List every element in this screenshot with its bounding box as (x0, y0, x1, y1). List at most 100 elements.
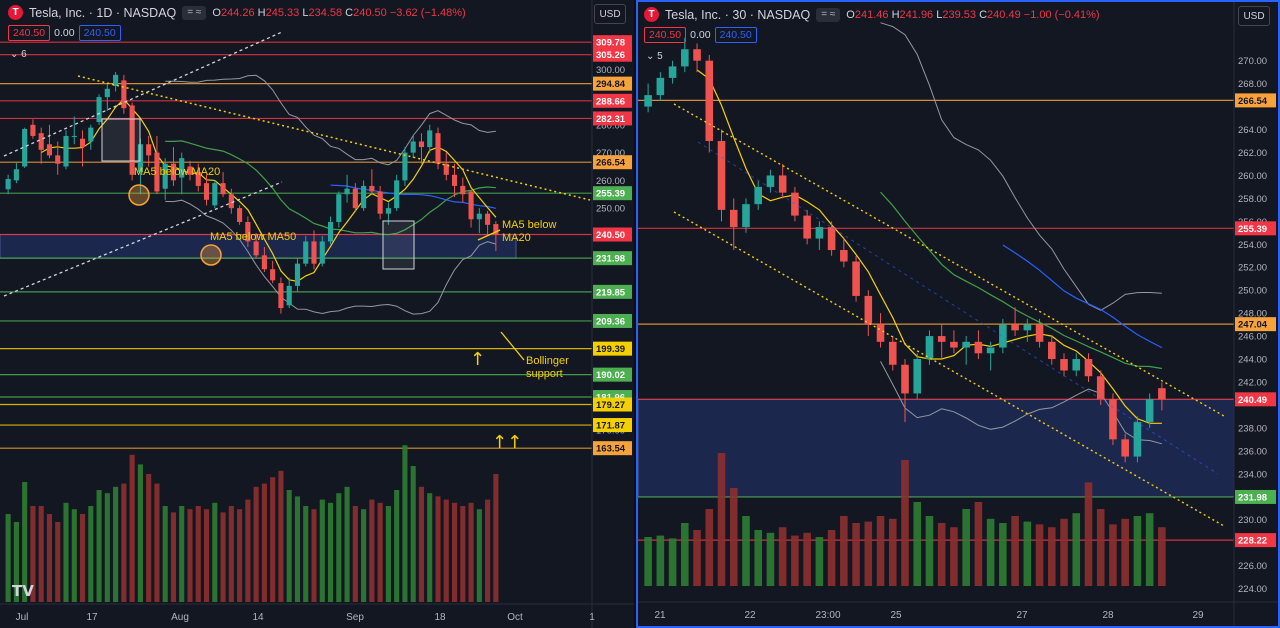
intraday-chart-pane[interactable]: 270.00268.00264.00262.00260.00258.00256.… (636, 0, 1280, 628)
volume-bar (237, 509, 243, 602)
left-ask[interactable]: 240.50 (78, 25, 121, 41)
level-badge (593, 93, 632, 108)
price-tick-label: 238.00 (1238, 423, 1267, 434)
candle-body (815, 227, 824, 239)
annotation-arrow-2 (500, 331, 525, 361)
price-tick-label: 280.00 (596, 120, 625, 131)
candle-body (344, 188, 350, 195)
candle-body (121, 80, 127, 109)
volume-bar (693, 530, 701, 586)
volume-bar (791, 535, 799, 586)
candle-body (212, 183, 218, 206)
candle-body (476, 213, 482, 220)
time-tick-label: 17 (86, 612, 98, 623)
volume-bar (1133, 516, 1142, 586)
price-tick-label: 252.00 (1238, 263, 1267, 274)
daily-chart-pane[interactable]: 300.00 280.00 270.00 260.00 250.00 17 0.00 309.… (0, 0, 634, 628)
annotation-bollinger-2: support (526, 368, 563, 380)
volume-bar (121, 483, 127, 602)
volume-bar (344, 486, 350, 602)
right-currency-button[interactable]: USD (1238, 6, 1270, 26)
ma50-line (330, 184, 497, 209)
ma50-line (1002, 244, 1163, 349)
daily-chart-canvas[interactable]: 300.00 280.00 270.00 260.00 250.00 17 0.00 309.… (0, 0, 634, 628)
right-indicator-icons[interactable]: = ≈ (816, 7, 841, 22)
candle-body (493, 224, 499, 235)
level-price-label: 240.50 (596, 230, 625, 241)
level-badge (1235, 489, 1276, 504)
level-price-label: 240.49 (1238, 395, 1267, 406)
candle-body (1121, 439, 1129, 457)
level-badge (593, 76, 632, 91)
volume-bar (1084, 482, 1093, 586)
right-bid[interactable]: 240.50 (644, 27, 687, 43)
volume-bar (253, 486, 259, 602)
candle-body (228, 194, 234, 209)
price-tick-label: 226.00 (1238, 561, 1267, 572)
left-currency-button[interactable]: USD (594, 4, 626, 24)
candle-body (681, 49, 689, 67)
candle-body (63, 135, 69, 167)
candle-body (1035, 324, 1044, 342)
volume-bar (913, 502, 922, 586)
volume-bar (925, 516, 934, 586)
left-indicators-collapse[interactable]: ⌄ 6 (10, 49, 27, 60)
volume-bar (962, 509, 970, 586)
time-tick-label: 25 (890, 610, 902, 621)
volume-bar (1121, 518, 1129, 586)
right-indicators-collapse[interactable]: ⌄ 5 (646, 51, 663, 62)
support-zone (638, 398, 1235, 498)
volume-bar (104, 493, 110, 602)
candle-body (1072, 359, 1081, 371)
candle-body (104, 88, 110, 98)
left-bid[interactable]: 240.50 (8, 25, 51, 41)
candle-body (950, 341, 958, 348)
level-price-label: 305.26 (596, 50, 625, 61)
right-symbol-title[interactable]: Tesla, Inc. · 30 · NASDAQ (665, 7, 811, 22)
left-symbol-title[interactable]: Tesla, Inc. · 1D · NASDAQ (29, 5, 177, 20)
intraday-chart-canvas[interactable]: 270.00268.00264.00262.00260.00258.00256.… (638, 2, 1278, 626)
candle-body (162, 163, 168, 189)
rising-channel-lower (3, 181, 283, 297)
candle-body (195, 172, 201, 186)
candle-body (1011, 324, 1019, 331)
volume-bar (803, 532, 811, 586)
volume-bar (38, 506, 44, 602)
candle-body (88, 127, 94, 142)
right-ask[interactable]: 240.50 (714, 27, 757, 43)
price-tick-label: 264.00 (1238, 125, 1267, 136)
volume-bar (385, 506, 391, 602)
level-badge (593, 35, 632, 50)
candle-body (237, 208, 243, 223)
level-badge (593, 227, 632, 242)
candle-body (901, 364, 909, 394)
volume-bar (410, 466, 416, 602)
price-tick-label: 300.00 (596, 65, 625, 76)
candle-body (303, 241, 309, 264)
candle-body (402, 152, 408, 181)
level-badge (1235, 317, 1276, 332)
candle-body (644, 95, 652, 107)
volume-bar (146, 474, 152, 602)
volume-bar (443, 499, 449, 602)
volume-bar (63, 502, 69, 602)
level-price-label: 219.85 (596, 287, 626, 298)
level-price-label: 255.39 (596, 189, 625, 200)
volume-bar (1109, 524, 1117, 586)
volume-bar (5, 514, 11, 602)
plot-background (0, 0, 634, 628)
candle-body (778, 175, 787, 193)
price-tick-label: 230.00 (1238, 515, 1267, 526)
level-badge (1235, 221, 1276, 236)
volume-bar (162, 506, 168, 602)
volume-bar (888, 518, 897, 586)
candle-body (170, 163, 177, 181)
volume-bar (394, 490, 400, 602)
level-price-label: 309.78 (596, 38, 625, 49)
volume-bar (278, 470, 284, 602)
candle-body (937, 336, 946, 342)
volume-bar (766, 532, 775, 586)
volume-bar (815, 537, 824, 586)
left-indicator-icons[interactable]: = ≈ (182, 5, 207, 20)
rising-channel-upper (3, 31, 283, 157)
